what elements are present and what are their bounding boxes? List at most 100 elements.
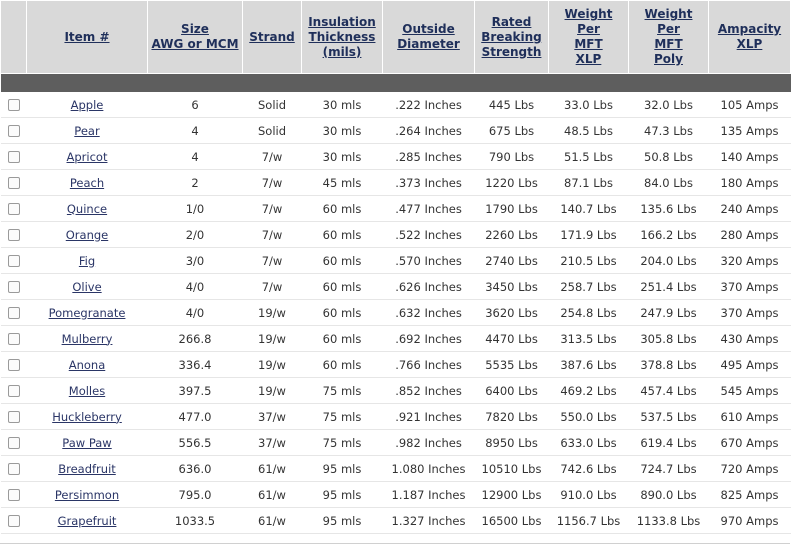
rbs-cell: 1790 Lbs <box>474 195 549 222</box>
row-checkbox-cell <box>0 247 27 274</box>
rbs-cell: 6400 Lbs <box>474 377 549 404</box>
row-checkbox[interactable] <box>7 177 20 189</box>
amp-cell: 240 Amps <box>708 195 791 222</box>
table-header: Item # Size AWG or MCM Strand Insulation T… <box>0 0 791 92</box>
item-link[interactable]: Breadfruit <box>58 461 116 476</box>
row-checkbox-cell <box>0 299 27 326</box>
row-checkbox[interactable] <box>7 333 20 345</box>
item-link[interactable]: Pomegranate <box>48 305 126 320</box>
row-checkbox[interactable] <box>7 281 20 293</box>
wpoly-cell: 378.8 Lbs <box>628 351 709 378</box>
size-cell: 4/0 <box>147 273 243 300</box>
header-ampacity[interactable]: Ampacity XLP <box>708 0 791 74</box>
size-cell: 477.0 <box>147 403 243 430</box>
strand-cell: 37/w <box>242 403 302 430</box>
row-checkbox[interactable] <box>7 151 20 163</box>
table-row: Peach 2 7/w 45 mls .373 Inches 1220 Lbs 87.1 L… <box>0 169 791 196</box>
row-checkbox[interactable] <box>7 255 20 267</box>
wpoly-cell: 50.8 Lbs <box>628 143 709 170</box>
item-link[interactable]: Peach <box>69 175 105 190</box>
header-weight-xlp[interactable]: Weight Per MFT XLP <box>548 0 629 74</box>
row-checkbox-cell <box>0 117 27 144</box>
strand-cell: 61/w <box>242 507 302 534</box>
item-link[interactable]: Olive <box>72 279 102 294</box>
wxlp-cell: 33.0 Lbs <box>548 92 629 118</box>
header-outside-diameter[interactable]: Outside Diameter <box>382 0 475 74</box>
row-checkbox[interactable] <box>7 385 20 397</box>
table-row: Breadfruit 636.0 61/w 95 mls 1.080 Inches 105… <box>0 455 791 482</box>
header-weight-poly[interactable]: Weight Per MFT Poly <box>628 0 709 74</box>
item-link[interactable]: Apple <box>70 97 104 112</box>
table-row: Molles 397.5 19/w 75 mls .852 Inches 6400 Lbs… <box>0 377 791 404</box>
row-checkbox[interactable] <box>7 99 20 111</box>
wpoly-cell: 47.3 Lbs <box>628 117 709 144</box>
row-checkbox-cell <box>0 195 27 222</box>
item-link[interactable]: Quince <box>66 201 108 216</box>
item-link[interactable]: Fig <box>78 253 96 268</box>
wpoly-cell: 724.7 Lbs <box>628 455 709 482</box>
amp-cell: 610 Amps <box>708 403 791 430</box>
strand-cell: 7/w <box>242 169 302 196</box>
row-checkbox[interactable] <box>7 437 20 449</box>
row-checkbox[interactable] <box>7 229 20 241</box>
od-cell: .852 Inches <box>382 377 475 404</box>
table-row: Pomegranate 4/0 19/w 60 mls .632 Inches 3620 … <box>0 299 791 326</box>
item-link[interactable]: Paw Paw <box>62 435 112 450</box>
amp-cell: 670 Amps <box>708 429 791 456</box>
wxlp-cell: 140.7 Lbs <box>548 195 629 222</box>
item-link[interactable]: Grapefruit <box>57 513 117 528</box>
item-link[interactable]: Persimmon <box>54 487 120 502</box>
od-cell: .522 Inches <box>382 221 475 248</box>
od-cell: .921 Inches <box>382 403 475 430</box>
insulation-cell: 60 mls <box>301 195 383 222</box>
wpoly-cell: 619.4 Lbs <box>628 429 709 456</box>
item-link[interactable]: Mulberry <box>61 331 113 346</box>
row-checkbox[interactable] <box>7 489 20 501</box>
strand-cell: 19/w <box>242 299 302 326</box>
amp-cell: 825 Amps <box>708 481 791 508</box>
od-cell: .285 Inches <box>382 143 475 170</box>
row-checkbox-cell <box>0 351 27 378</box>
row-checkbox[interactable] <box>7 463 20 475</box>
amp-cell: 720 Amps <box>708 455 791 482</box>
rbs-cell: 10510 Lbs <box>474 455 549 482</box>
amp-cell: 370 Amps <box>708 273 791 300</box>
size-cell: 1033.5 <box>147 507 243 534</box>
item-cell: Apricot <box>26 143 148 170</box>
row-checkbox[interactable] <box>7 515 20 527</box>
row-checkbox[interactable] <box>7 359 20 371</box>
item-cell: Breadfruit <box>26 455 148 482</box>
header-strand[interactable]: Strand <box>242 0 302 74</box>
wpoly-cell: 537.5 Lbs <box>628 403 709 430</box>
item-cell: Huckleberry <box>26 403 148 430</box>
item-link[interactable]: Apricot <box>66 149 108 164</box>
strand-cell: 19/w <box>242 351 302 378</box>
table-row: Huckleberry 477.0 37/w 75 mls .921 Inches 782… <box>0 403 791 430</box>
row-checkbox[interactable] <box>7 125 20 137</box>
wxlp-cell: 171.9 Lbs <box>548 221 629 248</box>
strand-cell: 7/w <box>242 221 302 248</box>
rbs-cell: 2740 Lbs <box>474 247 549 274</box>
header-row: Item # Size AWG or MCM Strand Insulation T… <box>0 0 791 74</box>
header-size[interactable]: Size AWG or MCM <box>147 0 243 74</box>
rbs-cell: 1220 Lbs <box>474 169 549 196</box>
insulation-cell: 60 mls <box>301 351 383 378</box>
insulation-cell: 30 mls <box>301 143 383 170</box>
item-link[interactable]: Pear <box>74 123 100 138</box>
item-link[interactable]: Molles <box>68 383 106 398</box>
size-cell: 3/0 <box>147 247 243 274</box>
row-checkbox[interactable] <box>7 307 20 319</box>
header-rated-breaking-strength[interactable]: Rated Breaking Strength <box>474 0 549 74</box>
item-cell: Paw Paw <box>26 429 148 456</box>
strand-cell: 61/w <box>242 455 302 482</box>
item-link[interactable]: Huckleberry <box>52 409 122 424</box>
header-item[interactable]: Item # <box>26 0 148 74</box>
row-checkbox[interactable] <box>7 411 20 423</box>
header-insulation[interactable]: Insulation Thickness (mils) <box>301 0 383 74</box>
row-checkbox-cell <box>0 273 27 300</box>
row-checkbox-cell <box>0 403 27 430</box>
row-checkbox[interactable] <box>7 203 20 215</box>
wxlp-cell: 633.0 Lbs <box>548 429 629 456</box>
item-link[interactable]: Anona <box>68 357 106 372</box>
item-link[interactable]: Orange <box>65 227 109 242</box>
